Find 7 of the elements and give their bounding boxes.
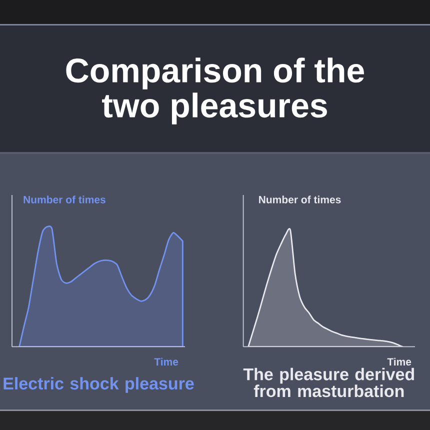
y-axis-title: Number of times xyxy=(259,196,341,204)
x-axis-title: Time xyxy=(154,358,178,366)
text: Comparison of the two pleasures xyxy=(66,58,364,124)
text: Electric shock pleasure xyxy=(4,377,194,393)
x-axis-title: Time xyxy=(387,358,412,366)
text: The pleasure derived from masturbation xyxy=(243,368,414,398)
y-axis-title: Number of times xyxy=(24,196,106,204)
